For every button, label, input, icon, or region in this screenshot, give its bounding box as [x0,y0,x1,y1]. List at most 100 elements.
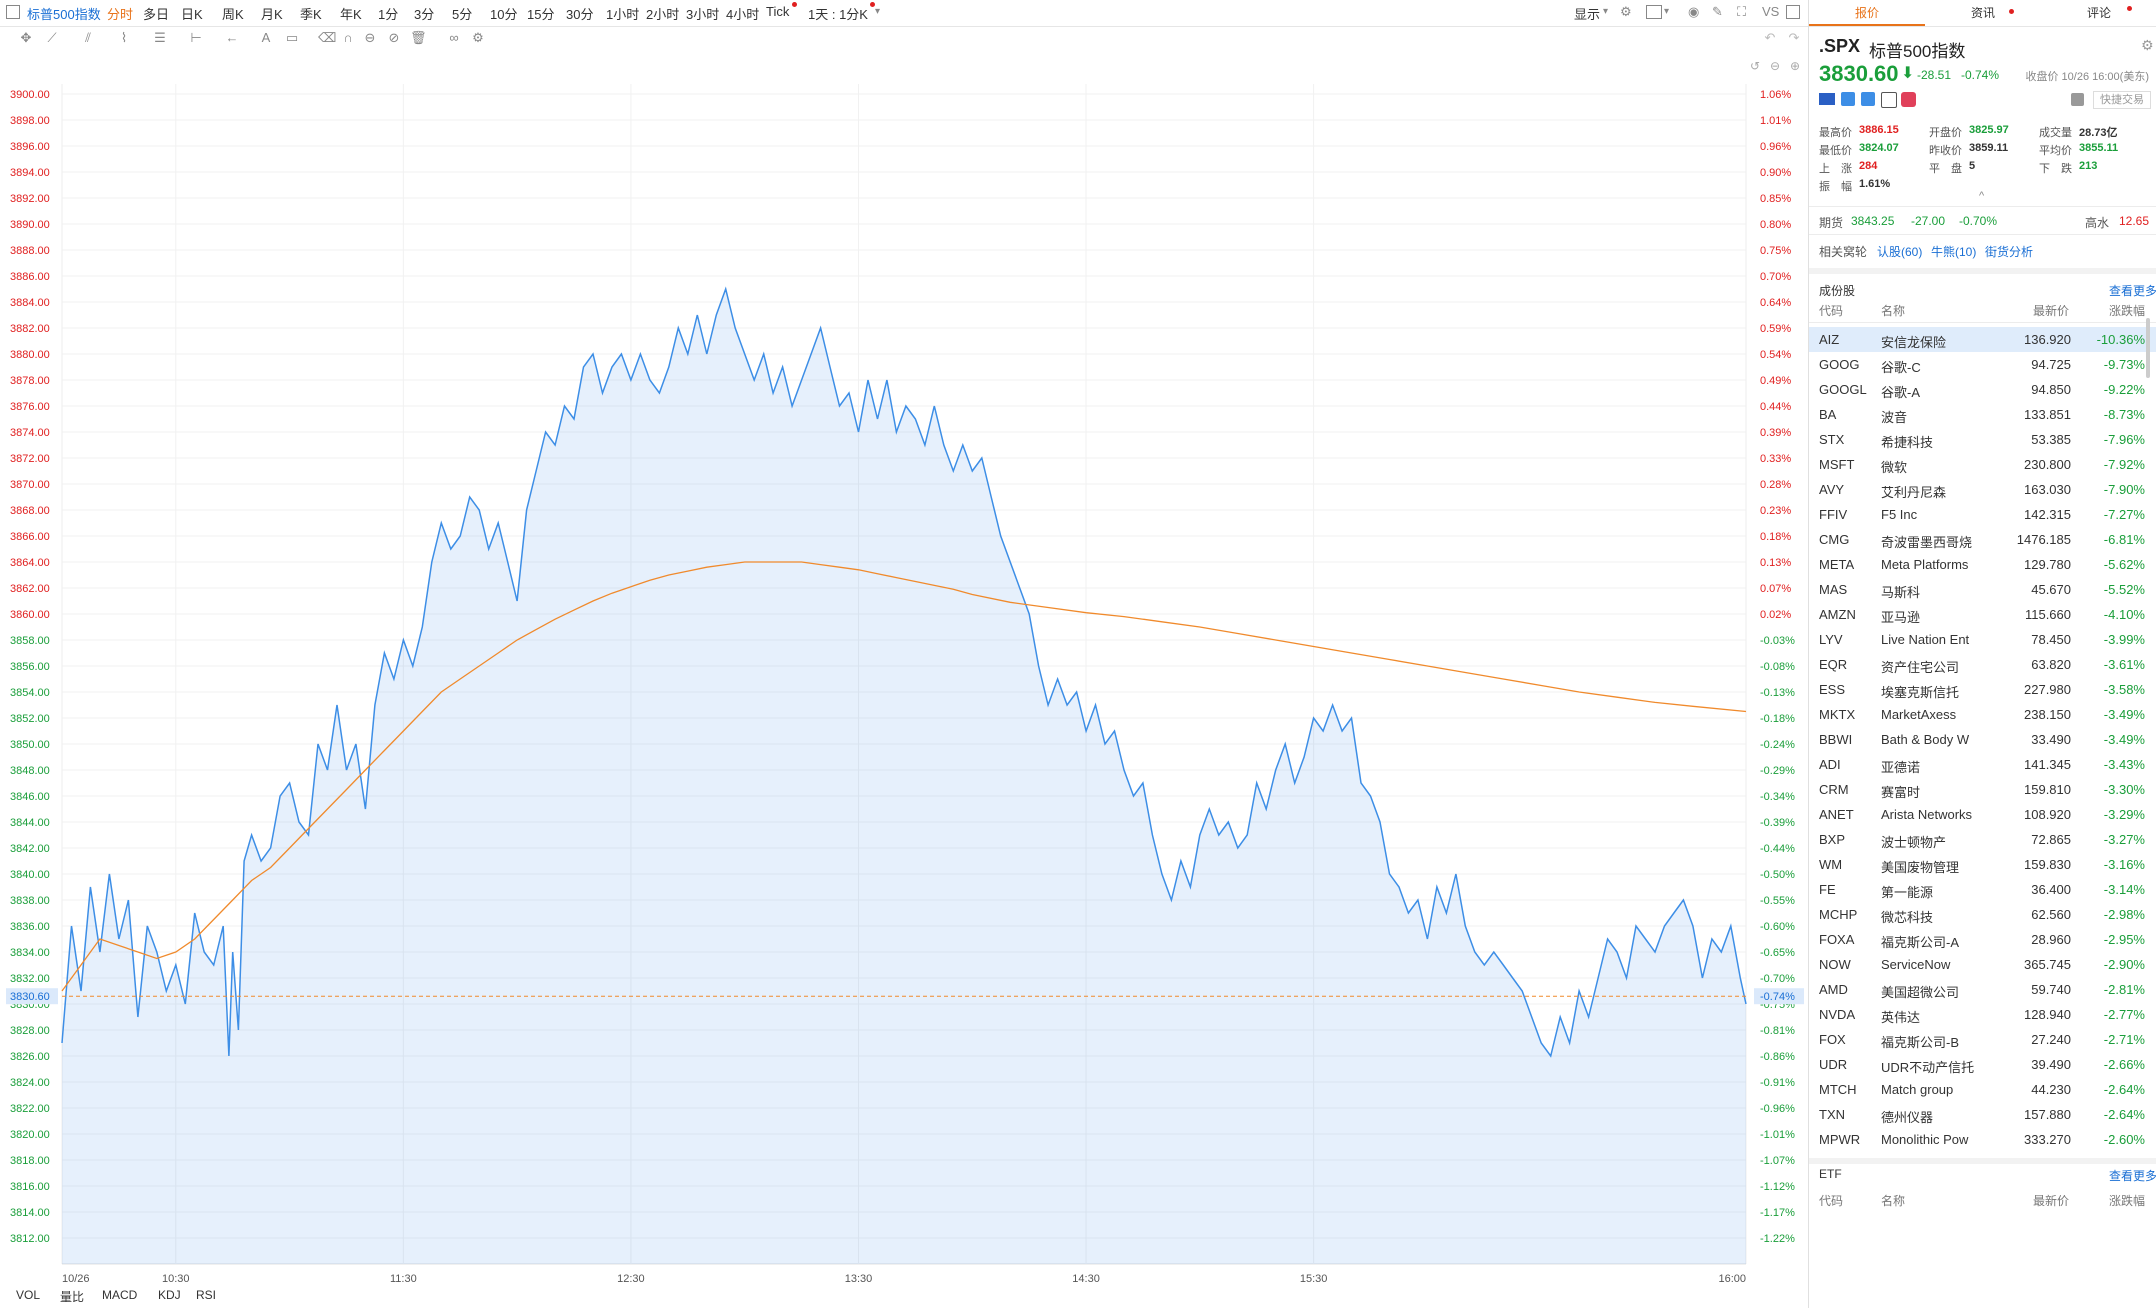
text-tool-icon[interactable]: A [261,30,271,45]
timeframe-tab[interactable]: 年K [340,7,362,22]
zoom-in-icon[interactable]: ⊕ [1790,59,1800,73]
table-row[interactable]: EQR 资产住宅公司 63.820 -3.61% [1809,652,2156,677]
scrollbar[interactable] [2146,318,2150,378]
timeframe-tab[interactable]: 多日 [143,7,170,22]
table-row[interactable]: MAS 马斯科 45.670 -5.52% [1809,577,2156,602]
lock-icon[interactable]: ⊖ [364,30,376,45]
table-row[interactable]: MCHP 微芯科技 62.560 -2.98% [1809,902,2156,927]
timeframe-tab[interactable]: 1小时 [606,7,640,22]
timeframe-tab[interactable]: 季K [300,7,322,22]
table-row[interactable]: FOX 福克斯公司-B 27.240 -2.71% [1809,1027,2156,1052]
fib-tool-icon[interactable]: ☰ [154,30,166,45]
table-header[interactable]: 代码 [1819,304,1844,318]
period-select[interactable]: 1天 : 1分K [808,7,868,22]
related-link-warrants[interactable]: 认股(60) [1877,245,1923,259]
panel-tab[interactable]: 评论 [2086,6,2111,20]
timeframe-tab[interactable]: Tick [766,4,790,19]
table-header[interactable]: 最新价 [2032,304,2069,318]
table-row[interactable]: GOOG 谷歌-C 94.725 -9.73% [1809,352,2156,377]
indicator-tab[interactable]: MACD [102,1288,138,1302]
table-header[interactable]: 名称 [1881,304,1906,318]
wave-tool-icon[interactable]: ⌇ [120,30,128,45]
table-row[interactable]: LYV Live Nation Ent 78.450 -3.99% [1809,627,2156,652]
channel-tool-icon[interactable]: ⫽ [85,30,91,45]
table-header[interactable]: 涨跌幅 [2108,304,2145,318]
indicator-tab[interactable]: 量比 [60,1290,85,1304]
intraday-chart[interactable]: 3900.00 3898.00 3896.00 3894.00 3892.00 3890.… [0,54,1808,1284]
indicator-tab[interactable]: VOL [16,1288,41,1302]
table-row[interactable]: ESS 埃塞克斯信托 227.980 -3.58% [1809,677,2156,702]
quick-trade-button[interactable]: 快捷交易 [2093,91,2151,109]
collapse-icon[interactable]: ^ [1979,190,1985,202]
timeframe-tab[interactable]: 周K [222,7,244,22]
doc-icon[interactable] [1881,92,1897,108]
timeframe-tab[interactable]: 2小时 [646,7,680,22]
indicator-tab[interactable]: KDJ [158,1288,181,1302]
timeframe-tab[interactable]: 月K [261,7,283,22]
etf-table-header-cell[interactable]: 最新价 [2032,1194,2069,1208]
timeframe-tab[interactable]: 4小时 [726,7,760,22]
panel-tab[interactable]: 资讯 [1970,6,1995,20]
eraser-icon[interactable]: ⌫ [318,30,337,45]
table-row[interactable]: TXN 德州仪器 157.880 -2.64% [1809,1102,2156,1127]
related-link-analysis[interactable]: 街货分析 [1985,245,2034,259]
zoom-out-icon[interactable]: ⊖ [1770,59,1780,73]
window-icon[interactable] [1646,5,1662,19]
settings-icon[interactable]: ⚙ [2141,37,2154,53]
etf-table-header-cell[interactable]: 涨跌幅 [2108,1194,2145,1208]
link-icon[interactable]: ∞ [449,30,459,45]
measure-tool-icon[interactable]: ⊢ [190,30,202,45]
compare-button[interactable]: VS [1762,4,1780,19]
table-row[interactable]: FFIV F5 Inc 142.315 -7.27% [1809,502,2156,527]
symbol-tab[interactable]: 标普500指数 [27,7,101,22]
timeframe-tab[interactable]: 10分 [490,7,518,22]
table-row[interactable]: WM 美国废物管理 159.830 -3.16% [1809,852,2156,877]
timeframe-tab[interactable]: 15分 [527,7,555,22]
note-tool-icon[interactable]: ▭ [285,30,299,45]
table-row[interactable]: AVY 艾利丹尼森 163.030 -7.90% [1809,477,2156,502]
chart-icon[interactable] [1861,92,1875,106]
camera-icon[interactable]: ◉ [1688,4,1700,19]
table-row[interactable]: NOW ServiceNow 365.745 -2.90% [1809,952,2156,977]
favorite-icon[interactable] [1901,92,1916,107]
timeframe-tab[interactable]: 分时 [107,7,134,22]
timeframe-tab[interactable]: 5分 [452,7,473,22]
table-row[interactable]: FOXA 福克斯公司-A 28.960 -2.95% [1809,927,2156,952]
timeframe-tab[interactable]: 3小时 [686,7,720,22]
view-more-link[interactable]: 查看更多 [2109,284,2156,298]
table-row[interactable]: UDR UDR不动产信托 39.490 -2.66% [1809,1052,2156,1077]
table-row[interactable]: MTCH Match group 44.230 -2.64% [1809,1077,2156,1102]
table-row[interactable]: MSFT 微软 230.800 -7.92% [1809,452,2156,477]
redo-icon[interactable]: ↷ [1788,30,1800,45]
table-row[interactable]: FE 第一能源 36.400 -3.14% [1809,877,2156,902]
table-row[interactable]: CMG 奇波雷墨西哥烧 1476.185 -6.81% [1809,527,2156,552]
timeframe-tab[interactable]: 1分 [378,7,399,22]
table-row[interactable]: ANET Arista Networks 108.920 -3.29% [1809,802,2156,827]
layout-icon[interactable] [6,5,20,19]
settings-icon[interactable]: ⚙ [1620,4,1632,19]
undo-icon[interactable]: ↶ [1764,30,1776,45]
table-row[interactable]: AMD 美国超微公司 59.740 -2.81% [1809,977,2156,1002]
related-link-cbbc[interactable]: 牛熊(10) [1931,245,1977,259]
table-row[interactable]: BBWI Bath & Body W 33.490 -3.49% [1809,727,2156,752]
table-row[interactable]: META Meta Platforms 129.780 -5.62% [1809,552,2156,577]
table-row[interactable]: BXP 波士顿物产 72.865 -3.27% [1809,827,2156,852]
table-row[interactable]: STX 希捷科技 53.385 -7.96% [1809,427,2156,452]
table-row[interactable]: MKTX MarketAxess 238.150 -3.49% [1809,702,2156,727]
hide-icon[interactable]: ⊘ [388,30,400,45]
panel-toggle-icon[interactable] [1786,5,1800,19]
etf-table-header-cell[interactable]: 代码 [1819,1194,1844,1208]
display-menu[interactable]: 显示 [1574,7,1601,22]
timeframe-tab[interactable]: 30分 [566,7,594,22]
arrow-tool-icon[interactable]: ← [225,30,239,45]
table-row[interactable]: GOOGL 谷歌-A 94.850 -9.22% [1809,377,2156,402]
timeframe-tab[interactable]: 日K [181,7,203,22]
gear-icon[interactable]: ⚙ [472,30,484,45]
table-row[interactable]: AMZN 亚马逊 115.660 -4.10% [1809,602,2156,627]
chevron-down-icon[interactable]: ▾ [1664,6,1670,17]
table-row[interactable]: MPWR Monolithic Pow 333.270 -2.60% [1809,1127,2156,1152]
magnet-icon[interactable]: ∩ [343,30,353,45]
timeframe-tab[interactable]: 3分 [414,7,435,22]
table-row[interactable]: NVDA 英伟达 128.940 -2.77% [1809,1002,2156,1027]
indicator-tab[interactable]: RSI [196,1288,217,1302]
